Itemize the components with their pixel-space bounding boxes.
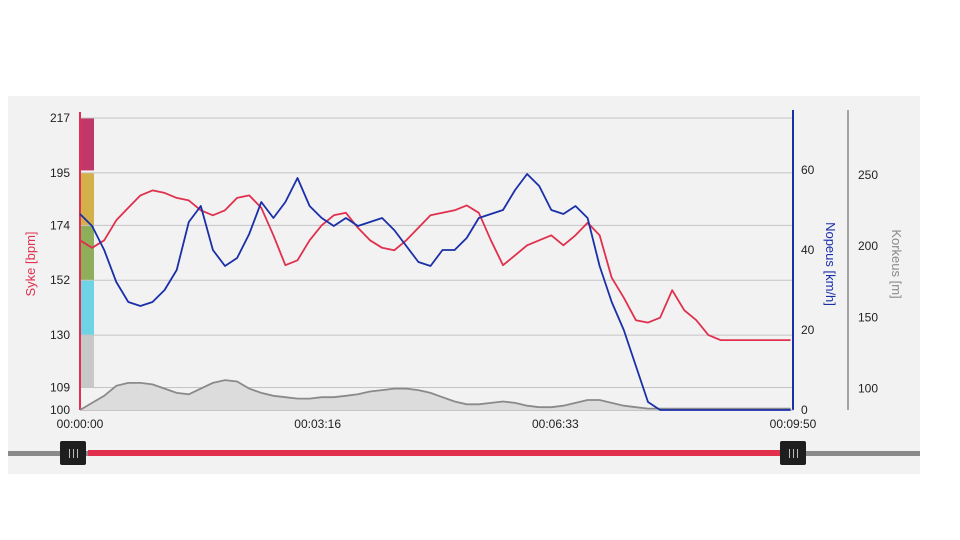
axis-titles: Syke [bpm] Nopeus [km/h] Korkeus [m] (23, 222, 904, 306)
left-axis-title: Syke [bpm] (23, 231, 38, 296)
left-tick-label: 109 (50, 381, 70, 395)
right-axis-title: Nopeus [km/h] (823, 222, 838, 306)
far-right-tick-label: 250 (858, 168, 878, 182)
grip-icon (788, 448, 798, 458)
speed-line (79, 173, 791, 411)
heart-rate-zone-bar (81, 118, 94, 388)
right-tick-label: 40 (801, 243, 815, 257)
hr-zone-4 (81, 280, 94, 336)
hr-zone-2 (81, 172, 94, 226)
tick-labels: 217 195 174 152 130 109 100 0 20 40 60 100 150 200 250… (50, 111, 878, 431)
multi-axis-line-chart: 217 195 174 152 130 109 100 0 20 40 60 100 150 200 250… (23, 110, 904, 431)
altitude-line (79, 379, 791, 411)
x-tick-label: 00:00:00 (57, 417, 104, 431)
right-tick-label: 20 (801, 323, 815, 337)
heart-rate-line (79, 189, 791, 342)
left-tick-label: 130 (50, 328, 70, 342)
hr-zone-5 (81, 335, 94, 388)
hr-zone-1 (81, 118, 94, 171)
left-tick-label: 100 (50, 403, 70, 417)
far-right-tick-label: 200 (858, 239, 878, 253)
left-tick-label: 152 (50, 273, 70, 287)
far-right-tick-label: 150 (858, 310, 878, 324)
left-tick-label: 195 (50, 166, 70, 180)
series-lines (79, 173, 791, 411)
time-range-slider-selection[interactable] (88, 450, 792, 456)
far-right-axis-title: Korkeus [m] (889, 229, 904, 298)
right-tick-label: 60 (801, 163, 815, 177)
left-tick-label: 217 (50, 111, 70, 125)
grid-lines (80, 117, 793, 389)
right-tick-label: 0 (801, 403, 808, 417)
x-tick-label: 00:09:50 (770, 417, 817, 431)
grip-icon (68, 448, 78, 458)
left-tick-label: 174 (50, 218, 70, 232)
far-right-tick-label: 100 (858, 382, 878, 396)
hr-zone-3 (81, 225, 94, 281)
altitude-area (79, 379, 791, 411)
range-end-handle[interactable] (780, 441, 806, 465)
x-tick-label: 00:06:33 (532, 417, 579, 431)
x-tick-label: 00:03:16 (294, 417, 341, 431)
range-start-handle[interactable] (60, 441, 86, 465)
chart-panel: 217 195 174 152 130 109 100 0 20 40 60 100 150 200 250… (8, 96, 920, 474)
axis-lines (79, 110, 849, 411)
